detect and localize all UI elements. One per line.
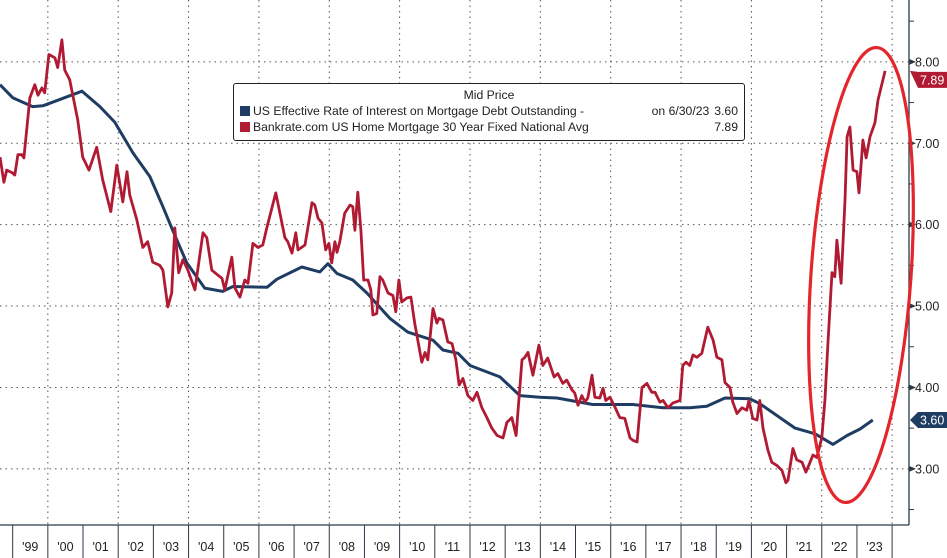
legend-entry-effective-rate: US Effective Rate of Interest on Mortgag… [240,103,738,119]
y-tick-label: 6.00 [915,218,939,232]
last-value-tag-label: 3.60 [920,414,944,428]
x-tick-label: '04 [198,540,214,554]
x-tick-label: '21 [796,540,812,554]
x-tick-label: '08 [339,540,355,554]
y-tick-mark [909,58,916,65]
x-tick-label: '99 [22,540,38,554]
legend-swatch-red [240,122,250,132]
series-line-bankrate-30yr [0,38,887,485]
legend-swatch-blue [240,106,250,116]
x-tick-label: '01 [92,540,108,554]
last-value-tag-label: 7.89 [920,73,944,87]
x-tick-label: '22 [831,540,847,554]
x-tick-label: '16 [620,540,636,554]
x-tick-label: '23 [866,540,882,554]
y-tick-mark [909,384,916,391]
x-tick-label: '00 [57,540,73,554]
legend-title: Mid Price [463,88,515,102]
x-tick-label: '10 [409,540,425,554]
highlight-ellipse-annotation [807,45,915,505]
x-tick-label: '03 [163,540,179,554]
last-value-tag-bg [910,70,947,88]
last-value-tags: 3.60 7.89 [910,70,947,428]
x-tick-label: '18 [690,540,706,554]
y-tick-label: 7.00 [915,137,939,151]
x-tick-label: '07 [304,540,320,554]
y-tick-label: 4.00 [915,381,939,395]
y-tick-mark [909,465,916,472]
y-tick-label: 8.00 [915,55,939,69]
x-tick-label: '19 [726,540,742,554]
series-line-effective-rate [0,83,874,446]
legend: Mid Price US Effective Rate of Interest … [233,83,745,141]
x-tick-label: '09 [374,540,390,554]
legend-label: US Effective Rate of Interest on Mortgag… [253,104,585,118]
x-tick-label: '14 [550,540,566,554]
x-tick-label: '15 [585,540,601,554]
last-value-tag-bg [910,412,947,428]
x-tick-label: '12 [479,540,495,554]
legend-entry-bankrate: Bankrate.com US Home Mortgage 30 Year Fi… [240,119,738,135]
legend-label: Bankrate.com US Home Mortgage 30 Year Fi… [253,120,589,134]
y-tick-label: 5.00 [915,300,939,314]
series-lines [0,38,887,485]
legend-date: on 6/30/23 [651,104,710,118]
x-tick-label: '05 [233,540,249,554]
legend-value: 3.60 [714,104,738,118]
y-tick-mark [909,303,916,310]
x-tick-label: '06 [268,540,284,554]
x-tick-label: '20 [761,540,777,554]
x-tick-label: '11 [445,540,460,554]
x-tick-label: '17 [655,540,671,554]
x-tick-label: '02 [128,540,144,554]
gridlines [0,0,909,525]
x-tick-label: '13 [515,540,531,554]
y-tick-label: 3.00 [915,462,939,476]
legend-value: 7.89 [714,120,738,134]
